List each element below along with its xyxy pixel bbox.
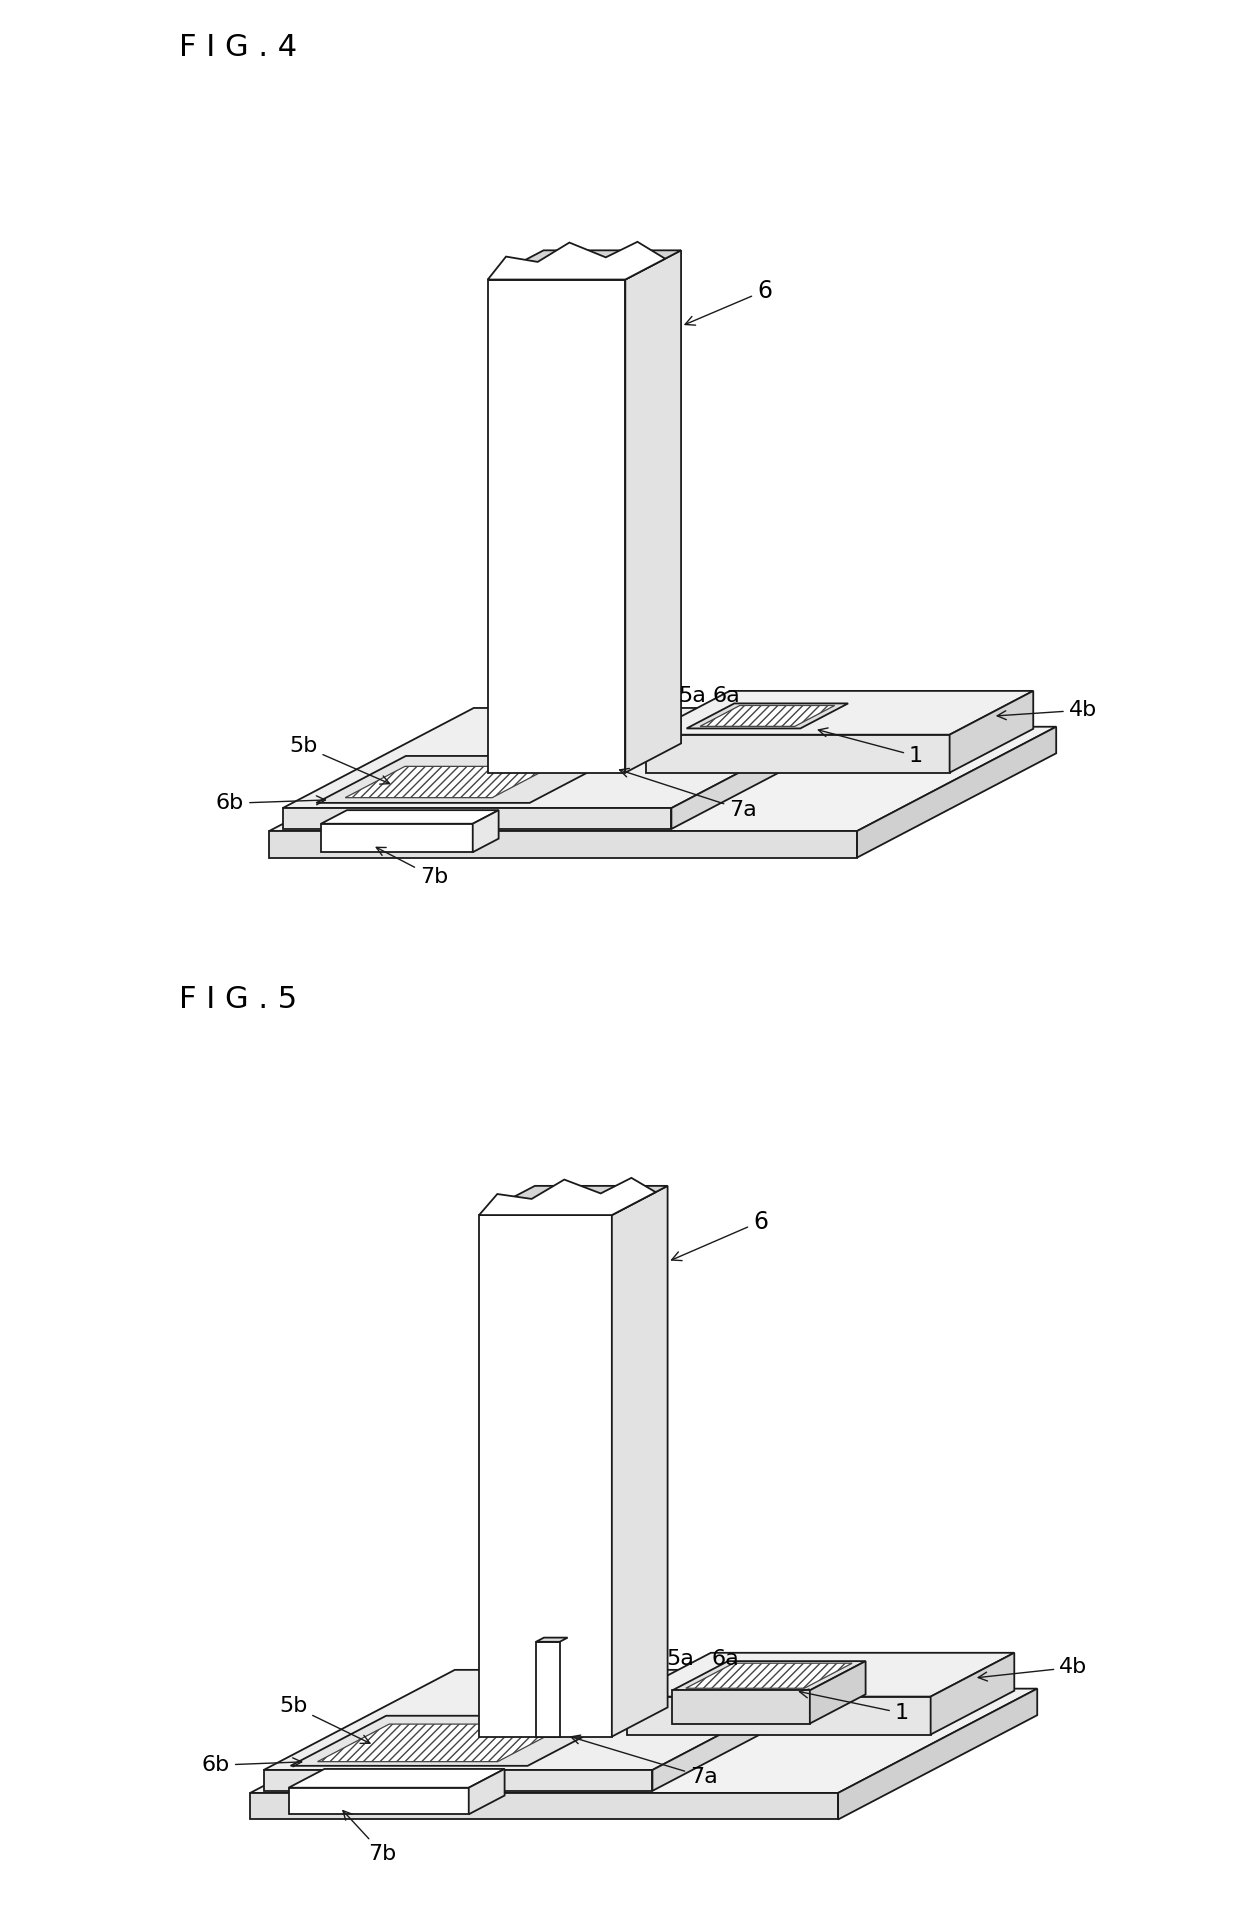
Polygon shape (269, 830, 857, 857)
Polygon shape (479, 1214, 611, 1737)
Polygon shape (479, 1185, 667, 1214)
Polygon shape (625, 250, 681, 773)
Polygon shape (250, 1689, 1037, 1793)
Text: 7b: 7b (376, 848, 448, 888)
Polygon shape (487, 242, 665, 279)
Polygon shape (536, 1642, 559, 1737)
Text: 5b: 5b (279, 1695, 370, 1743)
Polygon shape (857, 727, 1056, 857)
Polygon shape (283, 808, 671, 829)
Polygon shape (950, 691, 1033, 773)
Polygon shape (931, 1653, 1014, 1735)
Text: 4b: 4b (997, 701, 1097, 720)
Text: F I G . 4: F I G . 4 (179, 32, 298, 61)
Polygon shape (321, 809, 498, 825)
Polygon shape (687, 703, 848, 729)
Text: 1: 1 (818, 727, 923, 766)
Polygon shape (671, 708, 863, 829)
Polygon shape (672, 1661, 866, 1689)
Polygon shape (487, 250, 681, 279)
Text: 1: 1 (800, 1689, 909, 1724)
Polygon shape (536, 1638, 568, 1642)
Polygon shape (321, 825, 472, 851)
Polygon shape (611, 1697, 627, 1737)
Text: 6b: 6b (216, 794, 325, 813)
Polygon shape (479, 1178, 656, 1214)
Polygon shape (646, 691, 1033, 735)
Polygon shape (250, 1793, 838, 1819)
Polygon shape (264, 1770, 652, 1791)
Text: F I G . 5: F I G . 5 (179, 985, 298, 1014)
Text: 5b: 5b (289, 737, 389, 785)
Polygon shape (345, 766, 552, 798)
Polygon shape (652, 1670, 843, 1791)
Polygon shape (487, 279, 625, 773)
Polygon shape (283, 708, 863, 808)
Polygon shape (646, 735, 950, 773)
Polygon shape (701, 706, 835, 725)
Polygon shape (469, 1770, 505, 1814)
Polygon shape (627, 1697, 931, 1735)
Polygon shape (686, 1663, 852, 1688)
Polygon shape (838, 1689, 1037, 1819)
Polygon shape (289, 1787, 469, 1814)
Polygon shape (290, 1716, 624, 1766)
Polygon shape (289, 1770, 505, 1787)
Text: 7a: 7a (620, 769, 756, 821)
Polygon shape (627, 1653, 1014, 1697)
Polygon shape (472, 809, 498, 851)
Polygon shape (316, 756, 619, 804)
Polygon shape (317, 1724, 569, 1762)
Text: 6a: 6a (713, 685, 740, 706)
Text: 4b: 4b (978, 1657, 1087, 1682)
Text: 6b: 6b (202, 1754, 301, 1775)
Polygon shape (611, 1185, 667, 1737)
Text: 7b: 7b (343, 1810, 397, 1863)
Polygon shape (672, 1689, 810, 1724)
Text: 5a: 5a (678, 685, 706, 706)
Polygon shape (269, 727, 1056, 830)
Text: 6: 6 (672, 1210, 768, 1260)
Polygon shape (264, 1670, 843, 1770)
Text: 5a: 5a (666, 1649, 694, 1668)
Polygon shape (810, 1661, 866, 1724)
Text: 7a: 7a (570, 1735, 718, 1787)
Text: 6: 6 (684, 279, 773, 325)
Text: 6a: 6a (712, 1649, 739, 1668)
Polygon shape (625, 735, 646, 773)
